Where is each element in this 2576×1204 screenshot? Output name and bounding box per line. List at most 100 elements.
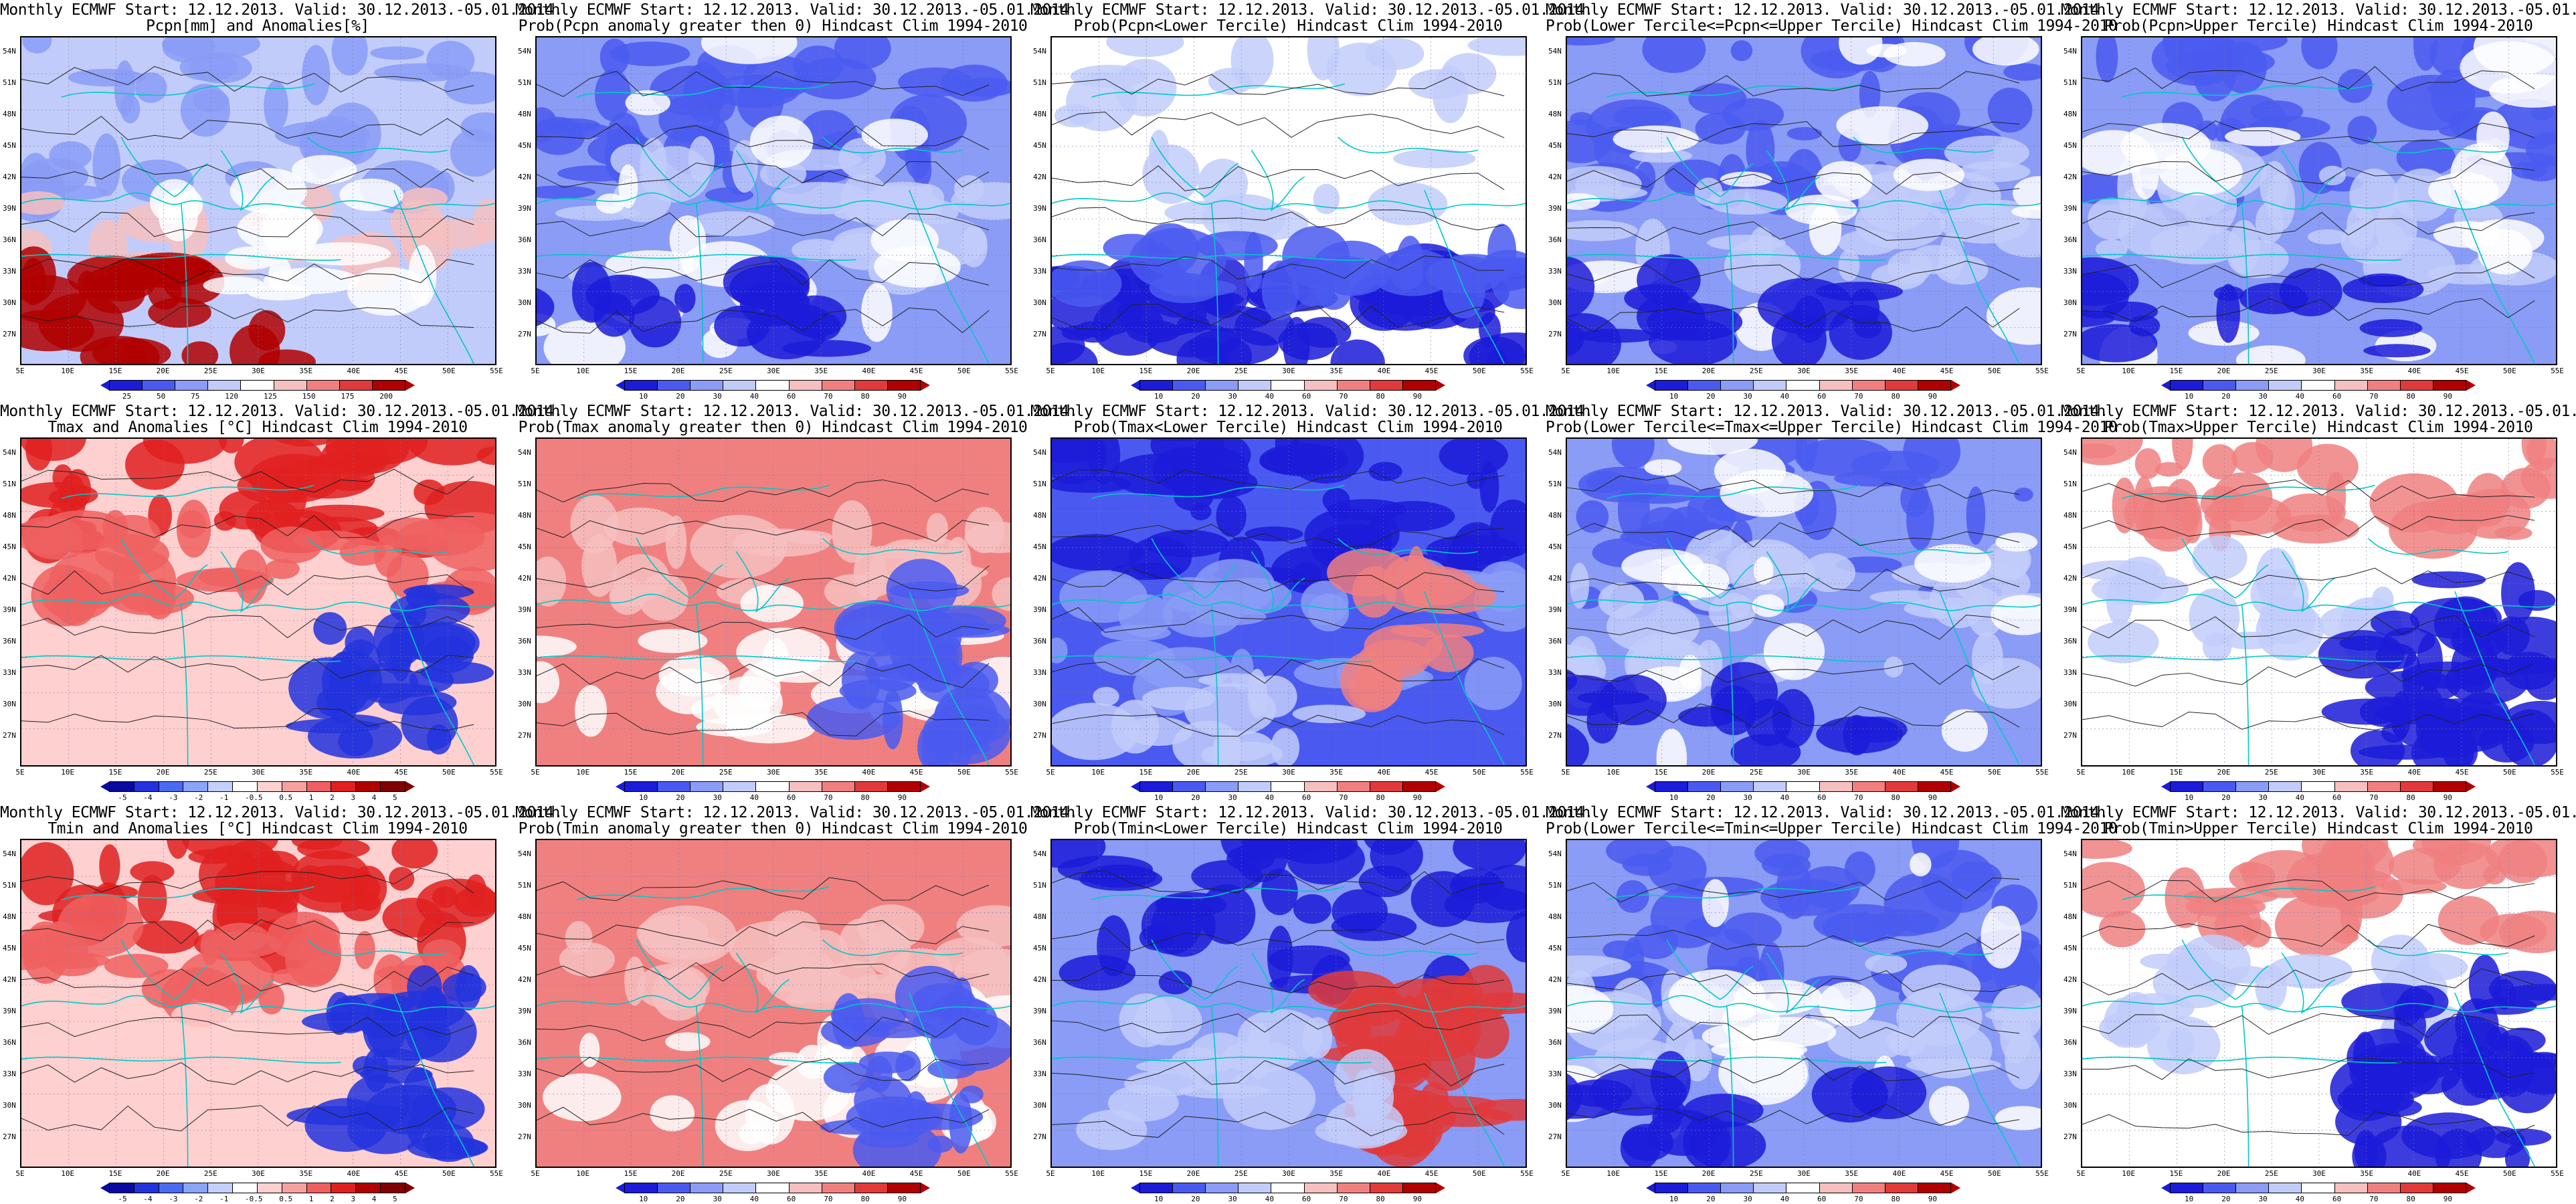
colorbar-arrow-left <box>1646 380 1655 391</box>
colorbar-segment <box>1786 380 1820 391</box>
lat-tick-label: 48N <box>1548 511 1562 520</box>
lon-tick-label: 25E <box>1749 1169 1763 1178</box>
lon-tick-label: 25E <box>2264 1169 2278 1178</box>
colorbar-tick-label: 4 <box>371 793 377 802</box>
colorbar-segment <box>788 380 822 391</box>
lon-tick-label: 55E <box>490 768 503 777</box>
lon-tick-label: 30E <box>252 1169 265 1178</box>
lat-tick-label: 45N <box>3 141 16 150</box>
colorbar-tick-label: -4 <box>143 1195 153 1203</box>
lon-tick-label: 15E <box>1139 367 1153 375</box>
lat-tick-label: 33N <box>518 267 531 276</box>
lon-tick-label: 40E <box>1377 1169 1391 1178</box>
lon-tick-label: 5E <box>531 367 540 375</box>
colorbar-tick-label: 70 <box>824 1195 833 1203</box>
colorbar-segment <box>339 380 373 391</box>
colorbar-arrow-right <box>2466 380 2476 391</box>
colorbar-segment <box>1655 1183 1689 1193</box>
colorbar-segment <box>1884 380 1918 391</box>
colorbar-segment <box>657 1183 691 1193</box>
map-area <box>2081 839 2557 1168</box>
lon-tick-label: 45E <box>2455 768 2469 777</box>
lat-tick-label: 51N <box>1548 78 1562 87</box>
map-area <box>1566 437 2042 767</box>
lat-tick-label: 33N <box>1548 668 1562 677</box>
lat-tick-label: 48N <box>2063 511 2077 520</box>
colorbar-tick-label: 20 <box>1706 392 1716 401</box>
lat-tick-label: 39N <box>3 1007 16 1015</box>
lon-tick-label: 50E <box>957 1169 971 1178</box>
colorbar-tick-labels: -5 -4 -3 -2 -1 -0.5 0.5 1 2 3 4 5 <box>110 793 405 802</box>
lon-tick-label: 15E <box>1139 768 1153 777</box>
lon-tick-label: 25E <box>719 367 733 375</box>
lon-tick-label: 30E <box>1797 768 1811 777</box>
lat-tick-label: 48N <box>518 511 531 520</box>
lon-tick-label: 30E <box>252 768 265 777</box>
lat-tick-label: 27N <box>518 330 531 338</box>
lon-tick-label: 40E <box>862 768 876 777</box>
lat-tick-label: 45N <box>1548 141 1562 150</box>
colorbar-segment <box>723 1183 757 1193</box>
lon-tick-label: 5E <box>2076 768 2086 777</box>
lon-tick-label: 40E <box>2407 768 2421 777</box>
panel-title-line2: Prob(Pcpn<Lower Tercile) Hindcast Clim 1… <box>1073 17 1503 35</box>
lat-tick-label: 45N <box>518 141 531 150</box>
map-field-svg <box>537 840 1010 1167</box>
colorbar-segment <box>2367 380 2401 391</box>
colorbar-tick-labels: 10 20 30 40 60 70 80 90 <box>625 793 921 802</box>
colorbar-tick-label: 10 <box>2185 793 2194 802</box>
lat-tick-label: 48N <box>3 511 16 520</box>
colorbar-tick-label: 40 <box>1780 392 1789 401</box>
lat-tick-label: 39N <box>1033 605 1046 614</box>
lat-tick-label: 42N <box>1033 173 1046 181</box>
lat-tick-label: 36N <box>1033 637 1046 645</box>
colorbar-segment <box>2301 380 2335 391</box>
lat-tick-label: 33N <box>2063 1070 2077 1078</box>
colorbar-tick-label: 70 <box>1854 793 1863 802</box>
colorbar-tick-label: 60 <box>1302 392 1311 401</box>
colorbar-arrow-left <box>616 380 625 391</box>
colorbar-tick-label: 30 <box>713 793 722 802</box>
colorbar-segment <box>1753 1183 1787 1193</box>
colorbar-tick-label: -0.5 <box>245 793 263 802</box>
colorbar-segment <box>624 380 658 391</box>
lon-tick-label: 45E <box>1940 768 1954 777</box>
colorbar-tick-label: 80 <box>860 1195 870 1203</box>
colorbar-segment <box>755 781 790 792</box>
panel-title-line2: Prob(Tmin anomaly greater then 0) Hindca… <box>518 820 1028 837</box>
colorbar-arrow-left <box>100 1183 110 1193</box>
lon-tick-label: 40E <box>862 367 876 375</box>
colorbar-segment <box>1720 380 1754 391</box>
colorbar-tick-label: 20 <box>1191 392 1200 401</box>
map-area <box>535 36 1012 365</box>
colorbar-tick-label: 70 <box>2369 793 2379 802</box>
colorbar-tick-label: 90 <box>1928 392 1937 401</box>
lon-tick-label: 25E <box>203 1169 217 1178</box>
map-panel-pcpn-2: Monthly ECMWF Start: 12.12.2013. Valid: … <box>515 0 1078 401</box>
lon-tick-label: 25E <box>1234 768 1248 777</box>
lat-tick-label: 27N <box>518 731 531 740</box>
colorbar-tick-label: 20 <box>2221 1195 2231 1203</box>
lon-tick-label: 55E <box>1005 768 1018 777</box>
map-area <box>535 437 1012 767</box>
colorbar-tick-label: 10 <box>1154 1195 1164 1203</box>
lon-tick-label: 55E <box>1005 1169 1018 1178</box>
lat-tick-label: 27N <box>1548 330 1562 338</box>
colorbar-tick-label: 120 <box>225 392 239 401</box>
colorbar-tick-label: 70 <box>1339 793 1348 802</box>
map-field-svg <box>1052 37 1526 364</box>
lon-tick-label: 35E <box>2360 1169 2374 1178</box>
colorbar-tick-labels: 10 20 30 40 60 70 80 90 <box>2171 1195 2466 1203</box>
lon-tick-label: 55E <box>1520 768 1534 777</box>
panel-title-line2: Prob(Tmax>Upper Tercile) Hindcast Clim 1… <box>2104 419 2533 436</box>
lat-tick-label: 54N <box>1033 448 1046 457</box>
colorbar-arrow-right <box>1950 1183 1960 1193</box>
lon-tick-label: 10E <box>1091 768 1105 777</box>
colorbar-tick-label: 40 <box>1265 793 1274 802</box>
colorbar-tick-label: 60 <box>2332 793 2342 802</box>
lat-tick-label: 45N <box>3 542 16 551</box>
panel-title-line1: Monthly ECMWF Start: 12.12.2013. Valid: … <box>0 1 563 19</box>
colorbar <box>1131 1183 1445 1193</box>
colorbar-segment <box>109 380 143 391</box>
colorbar-tick-label: 90 <box>1412 1195 1422 1203</box>
